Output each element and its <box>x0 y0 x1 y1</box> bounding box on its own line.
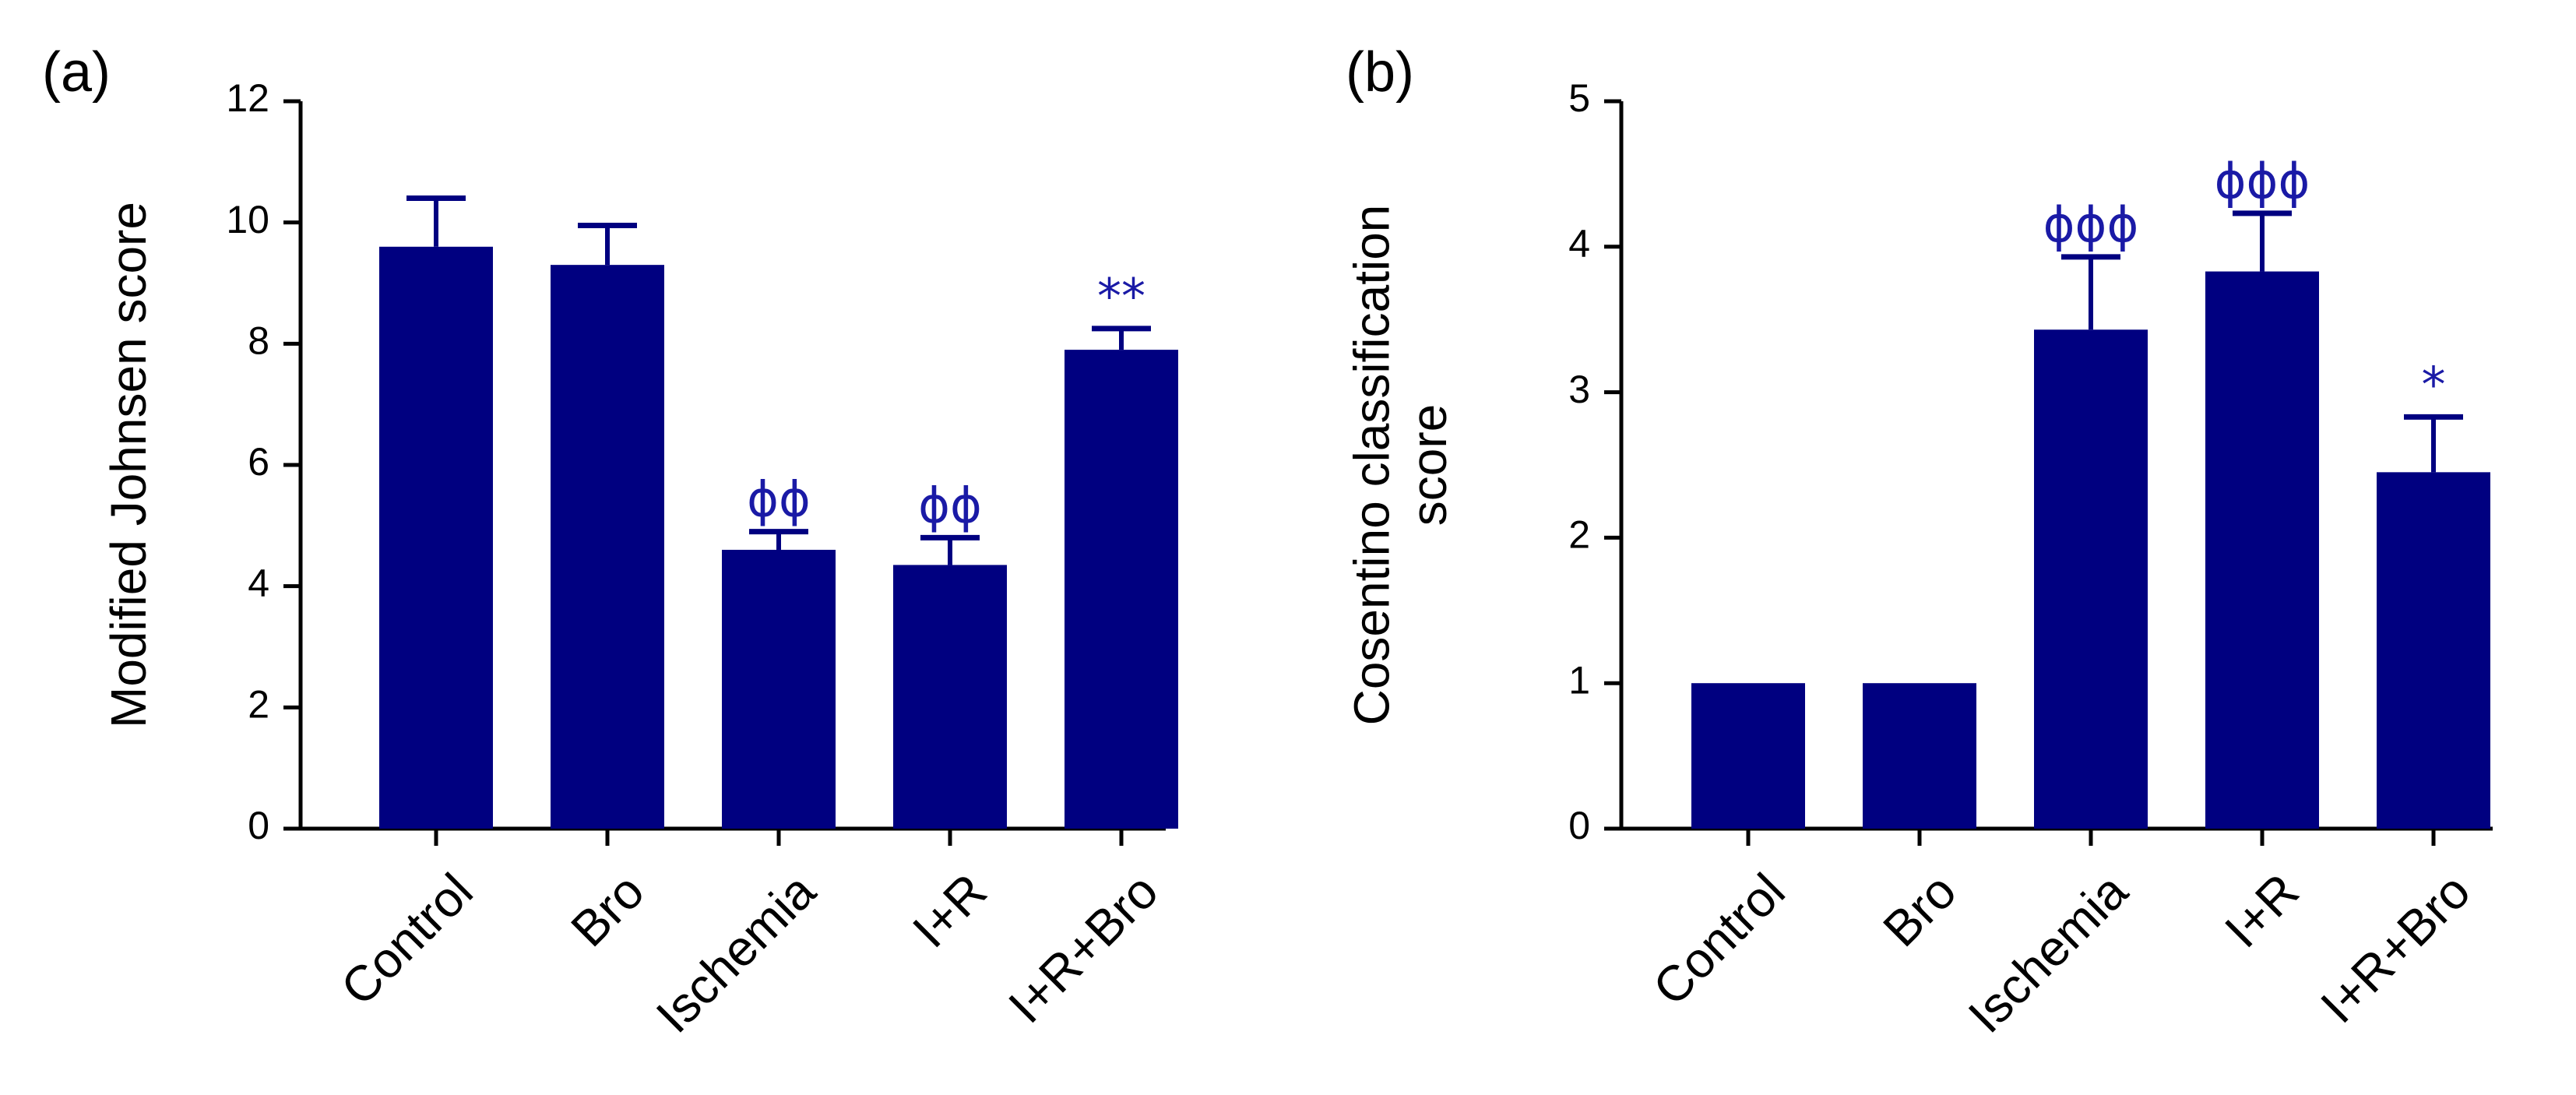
y-tick-label: 4 <box>248 562 269 605</box>
y-tick-label: 12 <box>226 76 269 120</box>
significance-annotation: ϕϕϕ <box>2215 153 2310 209</box>
bar <box>1863 683 1976 829</box>
bar <box>893 565 1007 829</box>
panel-a: (a) Modified Johnsen score 0 2 4 6 8 10 12 Contro… <box>42 41 1178 1044</box>
y-axis-label: Cosentino classificationscore <box>1344 205 1458 726</box>
significance-annotation: ϕϕ <box>918 477 982 533</box>
bar <box>1065 350 1178 829</box>
x-tick-label: I+R <box>2214 863 2310 959</box>
panel-label: (b) <box>1346 41 1414 104</box>
bar <box>1691 683 1805 829</box>
x-tick-label: Bro <box>560 863 654 957</box>
panel-b: (b) Cosentino classificationscore 0 1 2 3 4 5 Co… <box>1344 41 2493 1044</box>
y-tick-label: 4 <box>1568 222 1590 266</box>
y-tick-label: 2 <box>1568 513 1590 557</box>
x-tick-label: I+R+Bro <box>2310 863 2480 1033</box>
x-tick-label: Control <box>1642 863 1796 1016</box>
y-tick-label: 3 <box>1568 368 1590 411</box>
y-tick-label: 1 <box>1568 658 1590 702</box>
y-tick-label: 6 <box>248 440 269 484</box>
x-tick-label: I+R <box>902 863 998 959</box>
x-tick-label: Ischemia <box>1958 863 2138 1044</box>
significance-annotation: ** <box>1097 268 1145 325</box>
y-tick-label: 8 <box>248 319 269 363</box>
bar <box>551 265 664 829</box>
panel-label: (a) <box>42 41 111 104</box>
y-axis-label-line-2: score <box>1401 404 1457 526</box>
bar <box>2034 329 2148 829</box>
y-tick-label: 0 <box>248 804 269 847</box>
y-tick-label: 5 <box>1568 76 1590 120</box>
significance-annotation: ϕϕϕ <box>2043 196 2139 253</box>
y-axis-label: Modified Johnsen score <box>100 202 157 728</box>
y-tick-label: 10 <box>226 198 269 241</box>
y-axis-label-line-1: Cosentino classification <box>1344 205 1400 726</box>
x-tick-label: Bro <box>1872 863 1966 957</box>
bar <box>722 549 836 829</box>
y-tick-label: 0 <box>1568 804 1590 847</box>
x-tick-label: I+R+Bro <box>998 863 1168 1033</box>
x-tick-label: Ischemia <box>646 863 826 1044</box>
bar <box>2377 472 2490 829</box>
x-tick-label: Control <box>330 863 484 1016</box>
y-tick-label: 2 <box>248 683 269 727</box>
bar <box>2205 271 2319 829</box>
bar <box>379 246 493 829</box>
significance-annotation: * <box>2422 356 2446 413</box>
significance-annotation: ϕϕ <box>747 471 811 528</box>
